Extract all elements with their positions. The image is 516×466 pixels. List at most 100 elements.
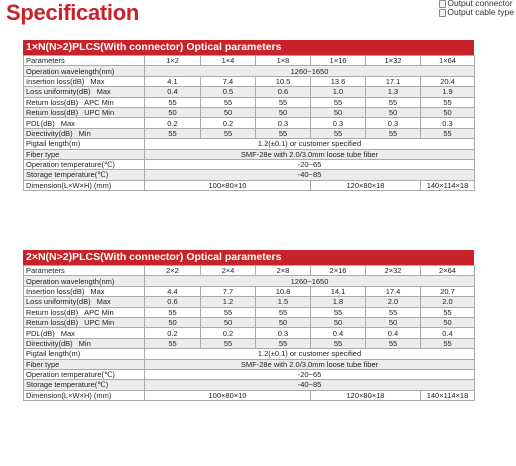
table-cell: 4.1: [144, 75, 201, 88]
dimension-row: Dimension(L×W×H) (mm) 100×80×10 120×80×18 1…: [23, 179, 475, 192]
header-cell: 2×32: [365, 264, 421, 277]
connector-marker-icon: [439, 0, 447, 8]
section-title: 1×N(N>2)PLCS(With connector) Optical par…: [23, 40, 474, 55]
table-cell: 55: [365, 306, 421, 318]
cable-marker-icon: [439, 8, 447, 17]
row-label: Operation wavelength(nm): [23, 65, 145, 77]
table-cell: 1.5: [255, 296, 311, 308]
row-label: Fiber type: [23, 148, 145, 160]
table-cell: 55: [310, 337, 366, 350]
span-value: SMF-28e with 2.0/3.0mm loose tube fiber: [144, 148, 475, 160]
table-cell: 55: [144, 96, 201, 108]
row-label: Operation temperature(℃): [23, 158, 145, 171]
table-cell: 55: [420, 127, 475, 140]
table-cell: 4.4: [144, 285, 201, 298]
table-cell: 10.5: [255, 75, 311, 88]
row-qualifier: Min: [78, 338, 91, 348]
table-row: Return loss(dB) APC Min 55 55 55 55 55 55: [23, 306, 475, 318]
table-cell: 50: [200, 316, 256, 329]
row-label: Pigtail length(m): [23, 348, 145, 360]
row-label-cell: Return loss(dB) UPC Min: [23, 316, 145, 329]
table-cell: 7.7: [200, 285, 256, 298]
legend-label: Output cable type: [447, 7, 514, 17]
table-row: Return loss(dB) UPC Min 50 50 50 50 50 50: [23, 316, 475, 329]
dimension-cell: 120×80×18: [310, 389, 421, 402]
table-cell: 55: [420, 96, 475, 108]
table-row: Directivity(dB) Min 55 55 55 55 55 55: [23, 127, 475, 140]
dimension-row: Dimension(L×W×H) (mm) 100×80×10 120×80×18 1…: [23, 389, 475, 402]
table-cell: 50: [200, 106, 256, 119]
row-label: Fiber type: [23, 358, 145, 370]
row-qualifier: Max: [60, 328, 75, 338]
row-qualifier: APC Min: [84, 307, 114, 317]
table-cell: 50: [144, 316, 201, 329]
span-value: SMF-28e with 2.0/3.0mm loose tube fiber: [144, 358, 475, 370]
table-row: Insertion loss(dB) Max 4.4 7.7 10.8 14.1 17.4 2…: [23, 285, 475, 298]
table-cell: 55: [310, 127, 366, 140]
table-cell: 0.5: [200, 86, 256, 98]
row-label-cell: Directivity(dB) Min: [23, 337, 145, 350]
row-qualifier: UPC Min: [84, 108, 115, 118]
row-qualifier: Max: [90, 76, 105, 86]
row-label: Return loss(dB): [26, 318, 79, 328]
table-cell: 55: [200, 96, 256, 108]
row-label-cell: PDL(dB) Max: [23, 117, 145, 129]
row-qualifier: Max: [96, 87, 111, 97]
table-cell: 50: [144, 106, 201, 119]
row-label: Operation wavelength(nm): [23, 275, 145, 287]
table-cell: 0.4: [365, 327, 421, 339]
row-label-cell: PDL(dB) Max: [23, 327, 145, 339]
section-title: 2×N(N>2)PLCS(With connector) Optical par…: [23, 250, 474, 265]
table-row: Storage temperature(℃) -40~85: [23, 379, 475, 391]
table-cell: 55: [144, 337, 201, 350]
header-cell: 1×32: [365, 54, 421, 67]
header-cell: 2×8: [255, 264, 311, 277]
table-row: PDL(dB) Max 0.2 0.2 0.3 0.3 0.3 0.3: [23, 117, 475, 129]
table-row: Loss uniformity(dB) Max 0.4 0.5 0.6 1.0 1.3 1.9: [23, 86, 475, 98]
row-label: Pigtail length(m): [23, 138, 145, 150]
table-cell: 50: [420, 106, 475, 119]
row-qualifier: Max: [90, 286, 105, 296]
row-label: Return loss(dB): [26, 108, 79, 118]
row-label: Dimension(L×W×H) (mm): [23, 179, 145, 192]
table-cell: 0.2: [144, 327, 201, 339]
row-label-cell: Insertion loss(dB) Max: [23, 285, 145, 298]
table-cell: 10.8: [255, 285, 311, 298]
header-cell: 2×4: [200, 264, 256, 277]
table-cell: 1.2: [200, 296, 256, 308]
span-value: 1.2(±0.1) or customer specified: [144, 348, 475, 360]
table-cell: 55: [200, 306, 256, 318]
span-value: -40~85: [144, 379, 475, 391]
row-qualifier: UPC Min: [84, 318, 115, 328]
row-qualifier: APC Min: [84, 97, 114, 107]
row-label: PDL(dB): [26, 328, 55, 338]
section-title-prefix: 2×N(N>2)PLCS: [26, 251, 101, 263]
table-row: Fiber type SMF-28e with 2.0/3.0mm loose t…: [23, 148, 475, 160]
row-label: Return loss(dB): [26, 307, 79, 317]
table-row: Directivity(dB) Min 55 55 55 55 55 55: [23, 337, 475, 350]
table-cell: 50: [365, 316, 421, 329]
table-cell: 17.4: [365, 285, 421, 298]
table-row: Fiber type SMF-28e with 2.0/3.0mm loose t…: [23, 358, 475, 370]
row-label-cell: Insertion loss(dB) Max: [23, 75, 145, 88]
dimension-cell: 120×80×18: [310, 179, 421, 192]
table-cell: 55: [310, 306, 366, 318]
row-label: Directivity(dB): [26, 338, 73, 348]
table-cell: 0.3: [255, 327, 311, 339]
span-value: 1260~1650: [144, 65, 475, 77]
table-cell: 1.3: [365, 86, 421, 98]
table-row: Return loss(dB) APC Min 55 55 55 55 55 55: [23, 96, 475, 108]
table-cell: 55: [255, 96, 311, 108]
table-row: Pigtail length(m) 1.2(±0.1) or customer s…: [23, 348, 475, 360]
table-cell: 0.4: [310, 327, 366, 339]
row-label-cell: Return loss(dB) APC Min: [23, 96, 145, 108]
table-cell: 1.0: [310, 86, 366, 98]
table-cell: 0.3: [255, 117, 311, 129]
row-qualifier: Max: [96, 297, 111, 307]
dimension-cell: 100×80×10: [144, 179, 311, 192]
spec-table: Parameters 1×2 1×4 1×8 1×16 1×32 1×64 Operation…: [23, 54, 475, 192]
legend: Output connector Output cable type: [439, 0, 514, 17]
table-cell: 55: [365, 96, 421, 108]
row-label: Storage temperature(℃): [23, 169, 145, 181]
span-value: -20~65: [144, 158, 475, 171]
